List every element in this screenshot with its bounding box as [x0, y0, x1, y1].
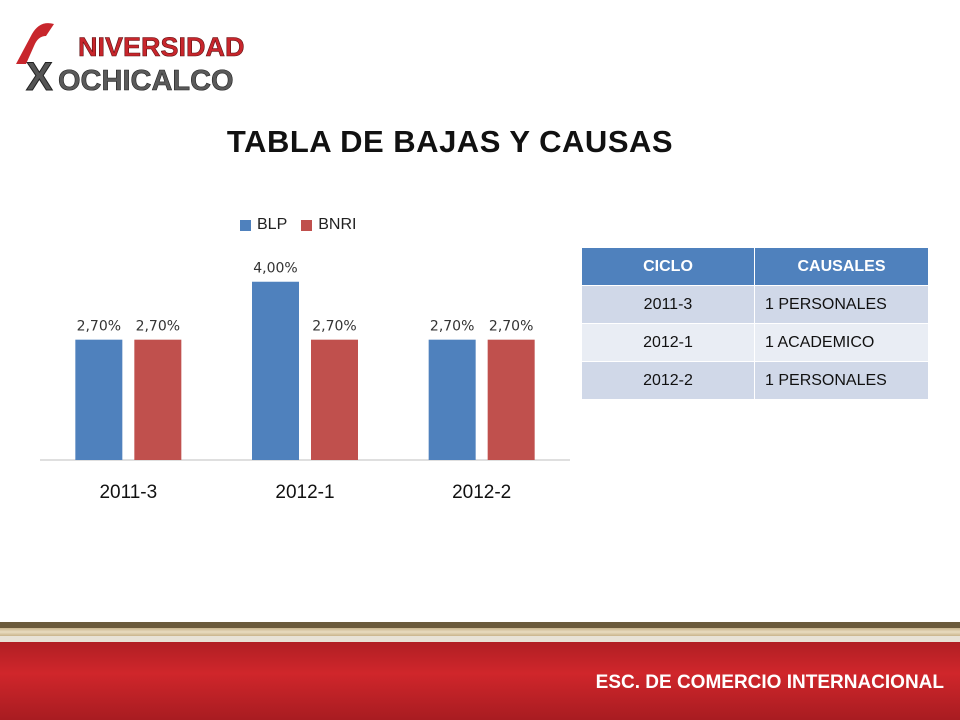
data-label-bnri-2012-2: 2,70%	[489, 319, 533, 335]
table-header-ciclo: CICLO	[582, 248, 755, 286]
x-tick-label: 2012-1	[275, 482, 334, 503]
bar-blp-2012-1	[252, 281, 299, 460]
table-cell-causales: 1 PERSONALES	[754, 361, 929, 399]
logo-line1: NIVERSIDAD	[78, 32, 245, 62]
table-header-row: CICLO CAUSALES	[582, 248, 929, 286]
bar-bnri-2012-2	[487, 339, 535, 460]
data-label-blp-2011-3: 2,70%	[77, 319, 121, 335]
table-row: 2011-3 1 PERSONALES	[582, 285, 929, 324]
footer-divider-light	[0, 636, 960, 642]
x-tick-label: 2011-3	[99, 482, 157, 503]
legend-label-bnri: BNRI	[318, 216, 357, 233]
x-tick-label: 2012-2	[452, 482, 511, 503]
data-label-blp-2012-2: 2,70%	[430, 319, 474, 335]
bar-bnri-2012-1	[311, 339, 358, 460]
table-cell-ciclo: 2012-1	[582, 323, 755, 362]
table-header-causales: CAUSALES	[754, 248, 929, 286]
legend-item-bnri: BNRI	[301, 216, 356, 234]
legend-swatch-bnri	[301, 219, 313, 231]
bar-bnri-2011-3	[134, 339, 182, 460]
causes-table: CICLO CAUSALES 2011-3 1 PERSONALES 2012-…	[582, 248, 929, 399]
legend-swatch-blp	[240, 219, 251, 231]
table-cell-ciclo: 2011-3	[582, 285, 755, 324]
legend-label-blp: BLP	[257, 216, 288, 233]
footer-divider-gold	[0, 628, 960, 636]
chart-legend: BLP BNRI	[240, 216, 370, 234]
logo-swoosh	[16, 23, 54, 64]
logo-x: X	[26, 55, 53, 99]
table-row: 2012-2 1 PERSONALES	[582, 361, 929, 399]
data-label-bnri-2011-3: 2,70%	[136, 319, 180, 335]
table-row: 2012-1 1 ACADEMICO	[582, 323, 929, 362]
data-label-blp-2012-1: 4,00%	[253, 261, 297, 277]
logo-line2: OCHICALCO	[58, 65, 234, 97]
bar-blp-2011-3	[75, 339, 123, 460]
footer-divider-dark	[0, 622, 960, 628]
slide-title: TABLA DE BAJAS Y CAUSAS	[226, 124, 674, 159]
bar-blp-2012-2	[428, 339, 476, 460]
table-cell-causales: 1 ACADEMICO	[754, 323, 929, 362]
table-cell-ciclo: 2012-2	[582, 361, 755, 399]
legend-item-blp: BLP	[240, 216, 287, 234]
universidad-xochicalco-logo: NIVERSIDAD X OCHICALCO	[16, 23, 245, 100]
footer-text: ESC. DE COMERCIO INTERNACIONAL	[595, 672, 944, 693]
data-label-bnri-2012-1: 2,70%	[312, 319, 356, 335]
footer-bar	[0, 642, 960, 720]
table-cell-causales: 1 PERSONALES	[754, 285, 929, 324]
